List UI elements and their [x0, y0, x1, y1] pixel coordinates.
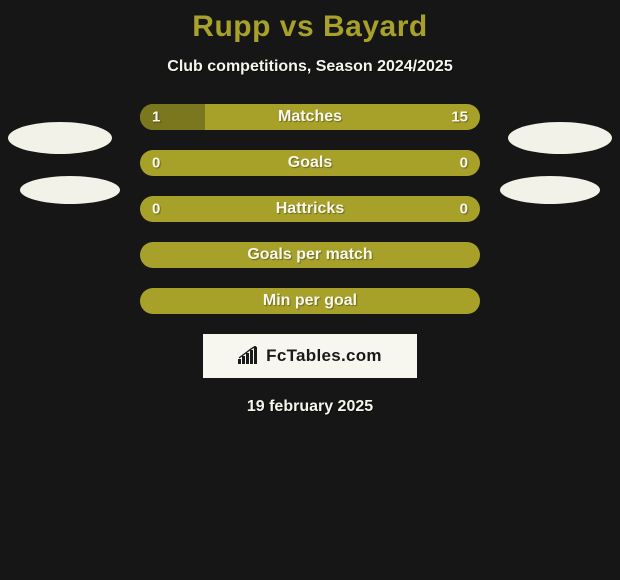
- stat-row: 0 Goals 0: [140, 150, 480, 176]
- subtitle: Club competitions, Season 2024/2025: [0, 58, 620, 76]
- stat-value-left: 1: [152, 109, 160, 126]
- stat-label: Goals per match: [247, 246, 372, 264]
- stat-label: Goals: [288, 154, 332, 172]
- stat-value-left: 0: [152, 201, 160, 218]
- bars-icon: [238, 346, 260, 366]
- stat-label: Min per goal: [263, 292, 357, 310]
- avatar-right-2: [500, 176, 600, 204]
- brand-text: FcTables.com: [266, 346, 382, 366]
- stat-label: Matches: [278, 108, 342, 126]
- stat-value-right: 0: [460, 201, 468, 218]
- stat-value-left: 0: [152, 155, 160, 172]
- title-player-right: Bayard: [323, 10, 428, 43]
- stat-row: 1 Matches 15: [140, 104, 480, 130]
- stat-value-right: 15: [451, 109, 468, 126]
- stats-list: 1 Matches 15 0 Goals 0 0 Hattricks 0 Goals per ma…: [140, 104, 480, 314]
- stat-row: 0 Hattricks 0: [140, 196, 480, 222]
- brand-box[interactable]: FcTables.com: [203, 334, 417, 378]
- title-vs: vs: [280, 10, 314, 43]
- footer-date: 19 february 2025: [0, 398, 620, 416]
- avatar-left-1: [8, 122, 112, 154]
- stat-fill-left: [140, 104, 205, 130]
- stat-row: Goals per match: [140, 242, 480, 268]
- title-player-left: Rupp: [192, 10, 271, 43]
- stat-label: Hattricks: [276, 200, 344, 218]
- stat-row: Min per goal: [140, 288, 480, 314]
- stat-value-right: 0: [460, 155, 468, 172]
- comparison-infographic: Rupp vs Bayard Club competitions, Season…: [0, 0, 620, 580]
- avatar-left-2: [20, 176, 120, 204]
- page-title: Rupp vs Bayard: [0, 0, 620, 44]
- avatar-right-1: [508, 122, 612, 154]
